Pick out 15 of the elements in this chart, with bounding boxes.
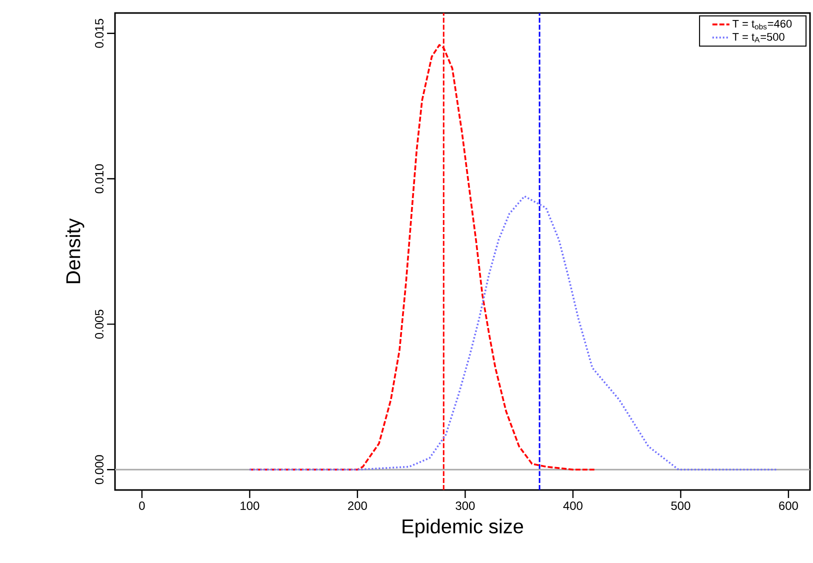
x-tick-label: 400: [563, 501, 582, 510]
x-tick-label: 300: [456, 501, 475, 510]
y-tick-label: 0.010: [95, 164, 104, 194]
x-tick-label: 600: [779, 501, 798, 510]
x-axis-title: Epidemic size: [402, 518, 524, 538]
y-tick-label: 0.000: [95, 455, 104, 484]
x-tick-label: 200: [348, 501, 367, 510]
legend-label: T = t$_{A}$=500: [732, 33, 784, 42]
legend-label: T = t$_{obs}$=460: [732, 20, 792, 30]
y-tick-label: 0.005: [95, 310, 104, 339]
y-tick-label: 0.015: [95, 18, 104, 48]
y-axis-title: Density: [66, 218, 84, 284]
x-tick-label: 500: [671, 501, 690, 510]
x-tick-label: 100: [240, 501, 260, 510]
x-tick-label: 0: [139, 501, 145, 510]
